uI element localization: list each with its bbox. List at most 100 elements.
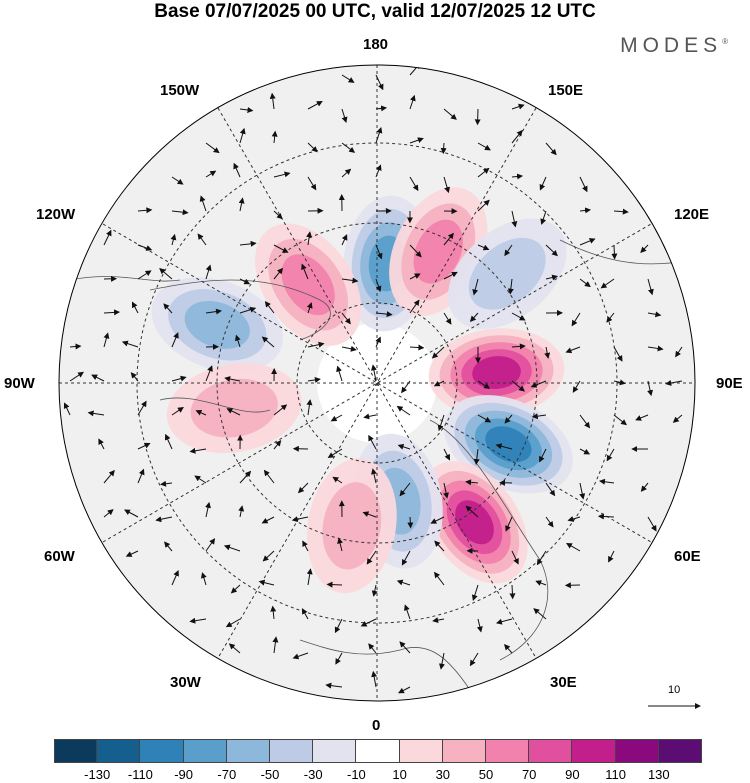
colorbar-segment [356, 739, 400, 763]
colorbar-segment [615, 739, 659, 763]
modes-logo: MODES® [620, 34, 728, 58]
wind-arrow [530, 380, 547, 388]
wind-arrow [599, 478, 615, 485]
colorbar [54, 739, 703, 763]
wind-arrow [159, 267, 173, 280]
wind-arrow [509, 584, 516, 600]
wind-arrow [433, 380, 445, 387]
wind-arrow [273, 244, 289, 253]
wind-arrow [87, 410, 105, 417]
wind-arrow [307, 100, 323, 110]
wind-arrow [407, 516, 414, 529]
lon-label-120w: 120W [36, 206, 76, 223]
wind-arrow [476, 618, 483, 633]
lon-label-left: 90W [4, 375, 35, 392]
wind-arrow [396, 405, 411, 416]
wind-arrow [368, 643, 377, 654]
colorbar-tick-label: -90 [174, 767, 193, 782]
wind-arrow [330, 414, 343, 422]
wind-arrow [434, 540, 445, 552]
wind-arrow [366, 550, 377, 565]
wind-arrow [567, 516, 581, 522]
wind-arrow [545, 244, 558, 257]
wind-arrow [164, 433, 173, 450]
wind-arrow [230, 584, 241, 594]
wind-arrow [228, 643, 241, 654]
wind-arrow [469, 652, 479, 667]
wind-arrow [433, 571, 445, 586]
wind-arrow [371, 584, 378, 597]
anomaly-contour [468, 237, 546, 310]
lon-label-30e: 30E [550, 674, 577, 691]
wind-arrow [536, 550, 547, 566]
wind-arrow [431, 346, 445, 359]
colorbar-tick-label: -30 [303, 767, 323, 782]
wind-arrow [63, 402, 71, 416]
wind-arrow [239, 470, 252, 484]
wind-arrow [443, 108, 457, 120]
wind-arrow [640, 244, 649, 253]
logo-registered-mark: ® [722, 37, 728, 46]
wind-arrow [647, 345, 664, 352]
wind-arrow [261, 516, 275, 524]
wind-arrow [511, 210, 518, 228]
wind-arrow [375, 127, 383, 144]
wind-arrow [205, 538, 216, 552]
wind-arrow [443, 482, 449, 499]
wind-arrow [171, 406, 184, 416]
vector-reference-label: 10 [668, 684, 681, 696]
wind-arrow [160, 480, 173, 487]
wind-arrow [409, 344, 425, 351]
wind-arrow [103, 229, 112, 246]
anomaly-contour [281, 254, 335, 316]
anomaly-contour [322, 482, 382, 570]
wind-arrow [371, 670, 378, 688]
wind-arrow [301, 608, 309, 620]
wind-arrow [205, 264, 212, 280]
wind-arrow [205, 365, 213, 382]
wind-arrow [131, 301, 139, 314]
wind-arrow [189, 617, 207, 624]
wind-arrow [375, 244, 383, 260]
wind-arrow [597, 513, 615, 520]
wind-arrow [545, 482, 556, 497]
wind-arrow [511, 312, 526, 321]
wind-arrow [495, 618, 513, 625]
colorbar-segment [226, 739, 271, 763]
wind-arrow [171, 209, 189, 216]
wind-arrow [401, 550, 411, 566]
wind-arrow [302, 540, 309, 552]
wind-arrow [199, 195, 207, 212]
wind-arrow [672, 414, 683, 423]
wind-arrow [579, 207, 592, 214]
wind-arrow [474, 108, 481, 126]
wind-arrow [306, 231, 313, 246]
wind-arrow [189, 447, 207, 454]
wind-arrow [307, 341, 325, 348]
wind-arrow [375, 278, 382, 293]
wind-arrow [409, 94, 416, 110]
anomaly-contour [190, 378, 278, 438]
wind-arrow [640, 482, 649, 492]
wind-arrow [137, 400, 147, 416]
wind-arrow [440, 142, 447, 155]
wind-arrow [306, 399, 313, 416]
wind-arrow [504, 644, 513, 654]
wind-arrow [409, 273, 421, 280]
wind-arrow [341, 108, 348, 124]
wind-arrow [465, 505, 479, 518]
wind-arrow [272, 636, 279, 654]
wind-arrow [370, 364, 377, 382]
wind-arrow [579, 414, 591, 429]
wind-arrow [163, 303, 173, 314]
wind-arrow [171, 570, 179, 586]
wind-arrow [360, 618, 377, 627]
wind-arrow [375, 336, 381, 348]
wind-arrow [238, 197, 245, 212]
wind-arrow [579, 482, 586, 500]
wind-arrow [273, 267, 284, 280]
wind-arrow [511, 129, 523, 144]
wind-arrow [409, 299, 420, 314]
colorbar-tick-label: 90 [565, 767, 580, 782]
wind-arrow [273, 440, 282, 450]
